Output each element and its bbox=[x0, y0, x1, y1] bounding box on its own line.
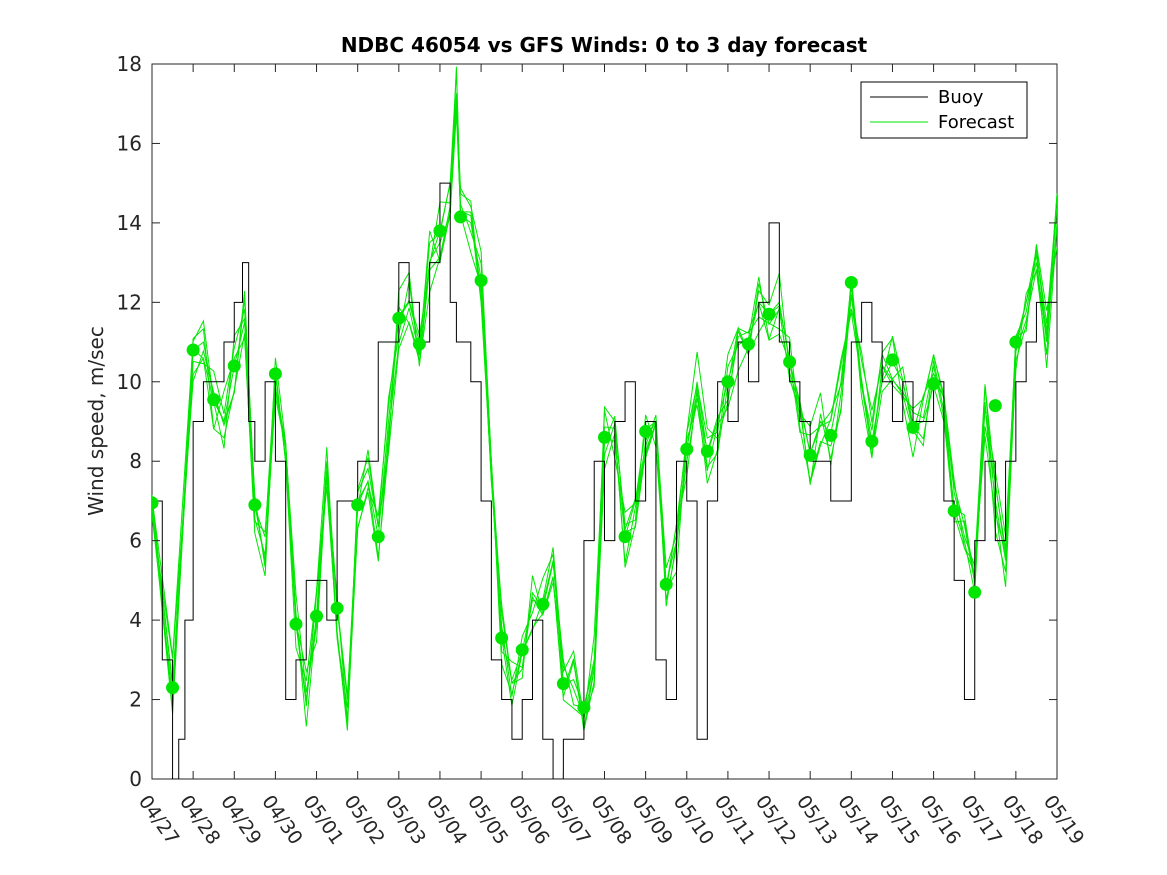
y-tick-label: 4 bbox=[129, 608, 142, 632]
forecast-marker bbox=[639, 424, 653, 438]
forecast-marker bbox=[248, 498, 262, 512]
forecast-marker bbox=[351, 498, 365, 512]
y-tick-label: 0 bbox=[129, 767, 142, 791]
legend-label-buoy: Buoy bbox=[938, 87, 984, 108]
forecast-marker bbox=[268, 367, 282, 381]
y-tick-label: 6 bbox=[129, 529, 142, 553]
series-forecast-line bbox=[152, 66, 1057, 728]
forecast-marker bbox=[968, 585, 982, 599]
forecast-marker bbox=[330, 601, 344, 615]
plot-area bbox=[151, 63, 1058, 780]
legend-box bbox=[860, 81, 1028, 139]
forecast-marker bbox=[680, 442, 694, 456]
forecast-marker bbox=[392, 311, 406, 325]
forecast-marker bbox=[762, 307, 776, 321]
series-buoy-line bbox=[152, 182, 1057, 779]
forecast-marker bbox=[783, 355, 797, 369]
forecast-marker bbox=[844, 275, 858, 289]
forecast-marker bbox=[927, 377, 941, 391]
forecast-marker bbox=[166, 681, 180, 695]
forecast-marker bbox=[556, 677, 570, 691]
forecast-marker bbox=[207, 393, 221, 407]
forecast-marker bbox=[721, 375, 735, 389]
forecast-marker bbox=[412, 337, 426, 351]
forecast-marker bbox=[186, 343, 200, 357]
forecast-marker bbox=[152, 496, 159, 510]
forecast-marker bbox=[906, 420, 920, 434]
forecast-marker bbox=[454, 210, 468, 224]
forecast-marker bbox=[227, 359, 241, 373]
forecast-marker bbox=[1009, 335, 1023, 349]
forecast-marker bbox=[310, 609, 324, 623]
series-traces bbox=[152, 66, 1057, 779]
forecast-marker bbox=[947, 504, 961, 518]
series-forecast-line bbox=[152, 113, 1057, 731]
y-tick-label: 2 bbox=[129, 688, 142, 712]
forecast-marker bbox=[700, 444, 714, 458]
forecast-marker bbox=[289, 617, 303, 631]
y-tick-label: 14 bbox=[117, 211, 142, 235]
forecast-marker bbox=[495, 631, 509, 645]
forecast-marker bbox=[433, 224, 447, 238]
y-tick-label: 16 bbox=[117, 131, 142, 155]
series-forecast-line bbox=[152, 93, 1057, 731]
forecast-marker bbox=[536, 597, 550, 611]
forecast-marker bbox=[515, 643, 529, 657]
forecast-marker bbox=[885, 353, 899, 367]
y-tick-label: 10 bbox=[117, 370, 142, 394]
forecast-marker bbox=[741, 337, 755, 351]
forecast-marker bbox=[577, 701, 591, 714]
forecast-marker bbox=[371, 530, 385, 544]
legend-label-forecast: Forecast bbox=[938, 112, 1014, 133]
legend: Buoy Forecast bbox=[860, 81, 1028, 139]
y-tick-label: 12 bbox=[117, 290, 142, 314]
chart-title: NDBC 46054 vs GFS Winds: 0 to 3 day fore… bbox=[341, 33, 868, 57]
forecast-marker bbox=[803, 448, 817, 462]
forecast-marker bbox=[474, 273, 488, 287]
y-axis-label: Wind speed, m/sec bbox=[84, 326, 108, 516]
forecast-marker bbox=[824, 428, 838, 442]
y-axis: 0 2 4 6 8 10 12 14 16 18 bbox=[117, 52, 1057, 791]
forecast-marker bbox=[659, 577, 673, 591]
forecast-marker bbox=[865, 434, 879, 448]
y-tick-label: 8 bbox=[129, 449, 142, 473]
forecast-marker bbox=[598, 430, 611, 444]
forecast-marker bbox=[988, 399, 1002, 413]
y-tick-label: 18 bbox=[117, 52, 142, 76]
forecast-marker bbox=[618, 530, 632, 544]
